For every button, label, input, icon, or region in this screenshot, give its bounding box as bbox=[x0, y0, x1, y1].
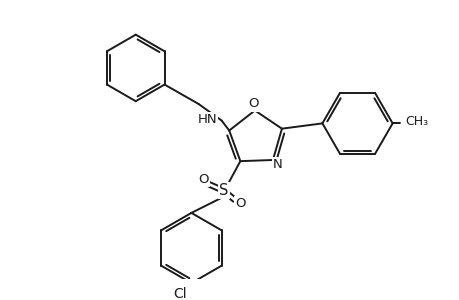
Text: O: O bbox=[198, 173, 208, 186]
Text: HN: HN bbox=[197, 113, 217, 126]
Text: Cl: Cl bbox=[173, 287, 187, 300]
Text: N: N bbox=[272, 158, 282, 171]
Text: S: S bbox=[218, 183, 228, 198]
Text: O: O bbox=[235, 197, 245, 210]
Text: CH₃: CH₃ bbox=[405, 115, 428, 128]
Text: O: O bbox=[247, 98, 258, 110]
